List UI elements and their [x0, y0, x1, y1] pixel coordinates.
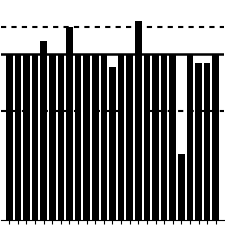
- Bar: [6, 54, 13, 220]
- Bar: [66, 27, 73, 220]
- Bar: [23, 54, 30, 220]
- Bar: [58, 54, 64, 220]
- Bar: [204, 63, 210, 220]
- Bar: [83, 54, 90, 220]
- Bar: [92, 54, 99, 220]
- Bar: [161, 54, 167, 220]
- Bar: [135, 21, 142, 220]
- Bar: [195, 63, 202, 220]
- Bar: [32, 54, 38, 220]
- Bar: [15, 54, 21, 220]
- Bar: [40, 40, 47, 220]
- Bar: [212, 54, 219, 220]
- Bar: [169, 54, 176, 220]
- Bar: [75, 54, 81, 220]
- Bar: [152, 54, 159, 220]
- Bar: [144, 54, 150, 220]
- Bar: [178, 154, 184, 220]
- Bar: [126, 54, 133, 220]
- Bar: [49, 54, 56, 220]
- Bar: [109, 67, 116, 220]
- Bar: [101, 54, 107, 220]
- Bar: [118, 54, 124, 220]
- Bar: [187, 54, 193, 220]
